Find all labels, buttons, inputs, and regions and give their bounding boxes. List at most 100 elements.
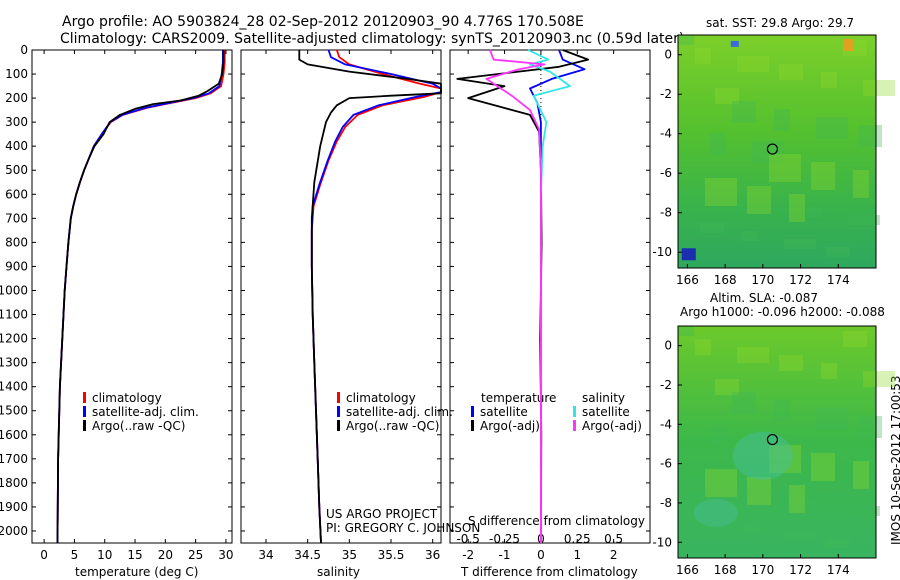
y-tick-label: -2 [660,87,672,101]
map-cell [737,56,769,72]
sla-map-frame [677,325,877,559]
y-tick-label: 1700 [0,452,28,466]
legend-label: satellite [582,405,630,419]
map-cell [705,469,737,497]
map-cell [747,186,771,214]
map-cell [769,154,801,182]
y-tick-label: 0 [664,339,672,353]
map-cell [742,522,758,532]
x-tick-label: 34 [258,548,273,562]
y-tick-label: 900 [5,259,28,273]
map-cell [858,416,882,438]
map-cell [732,101,756,123]
map-cell [700,514,724,524]
x-tick-label: 168 [714,563,737,577]
salinity-plot-frame [240,49,442,544]
map-cell [705,178,737,206]
y-tick-label: 300 [5,115,28,129]
map-cell [811,453,835,481]
x2-tick-label: -0.5 [456,532,479,546]
map-cell [826,538,850,548]
x-tick-label: 35 [342,548,357,562]
map-cell [826,247,850,257]
map-cell [853,170,869,198]
y-tick-label: 1100 [0,308,28,322]
sla-map-title-line1: Altim. SLA: -0.087 [710,291,819,305]
x-tick-label: -2 [462,548,474,562]
sla-map-title-line2: Argo h1000: -0.096 h2000: -0.088 [680,305,885,319]
map-cell [678,35,694,45]
x-tick-label: 5 [71,548,79,562]
legend-label: satellite [480,405,528,419]
map-cell [715,88,739,104]
map-cell [811,162,835,190]
x-tick-label: 35.5 [378,548,405,562]
y-tick-label: -4 [660,417,672,431]
legend-item-argo: Argo(-adj) [471,419,540,433]
map-cell [848,506,880,516]
x-tick-label: 0 [537,548,545,562]
map-cell [732,392,756,414]
sst-map-frame [677,34,877,269]
argo-position-marker [766,143,779,155]
map-cell [715,379,739,395]
map-cell [769,445,801,473]
map-cell [747,477,771,505]
map-cell [784,530,816,540]
map-cell [779,64,803,80]
map-cell [858,125,882,147]
x-tick-label: 172 [789,273,812,287]
series-line [529,49,586,543]
y-tick-label: 200 [5,91,28,105]
y-tick-label: 500 [5,163,28,177]
difference-x2label: S difference from climatology [468,514,645,528]
x-tick-label: 0 [40,548,48,562]
legend-label: climatology [92,391,162,405]
salinity-xlabel: salinity [317,565,361,579]
x-tick-label: 30 [218,548,233,562]
y-tick-label: 600 [5,187,28,201]
x-tick-label: 36 [425,548,440,562]
legend-title: salinity [582,391,626,405]
map-cell [806,498,822,508]
legend-label: Argo(..raw -QC) [346,419,440,433]
map-cell [710,424,726,446]
legend-label: climatology [346,391,416,405]
x-tick-label: 168 [714,273,737,287]
series-line [56,50,226,544]
legend-label: satellite-adj. clim. [346,405,453,419]
credit-line1: US ARGO PROJECT [326,507,438,521]
legend-label: Argo(-adj) [480,419,540,433]
legend-item-argo: Argo(..raw -QC) [83,419,185,433]
x2-tick-label: -0.25 [489,532,520,546]
map-cell [774,400,790,422]
legend-item-satellite: satellite [471,405,528,419]
map-cell [816,117,848,139]
y-tick-label: -10 [652,535,672,549]
x-tick-label: 2 [610,548,618,562]
x-tick-label: 10 [97,548,112,562]
map-cell [789,194,805,222]
y-tick-label: -8 [660,206,672,220]
map-cell [789,485,805,513]
x-tick-label: -1 [499,548,511,562]
temperature-xlabel: temperature (deg C) [75,565,199,579]
legend-item-satellite: satellite-adj. clim. [83,405,199,419]
map-cell [678,326,694,336]
x-tick-label: 170 [751,273,774,287]
x-tick-label: 34.5 [294,548,321,562]
y-tick-label: -4 [660,127,672,141]
figure-title-line2: Climatology: CARS2009. Satellite-adjuste… [60,31,685,47]
legend-label: Argo(..raw -QC) [92,419,186,433]
series-line [56,50,225,544]
series-line [56,50,224,544]
y-tick-label: 1800 [0,476,28,490]
y-tick-label: -2 [660,378,672,392]
legend-item-satellite: satellite-adj. clim. [337,405,453,419]
map-cell [710,133,726,155]
map-cell [821,72,837,88]
x-tick-label: 1 [573,548,581,562]
y-tick-label: 1200 [0,332,28,346]
map-cell [695,48,711,64]
